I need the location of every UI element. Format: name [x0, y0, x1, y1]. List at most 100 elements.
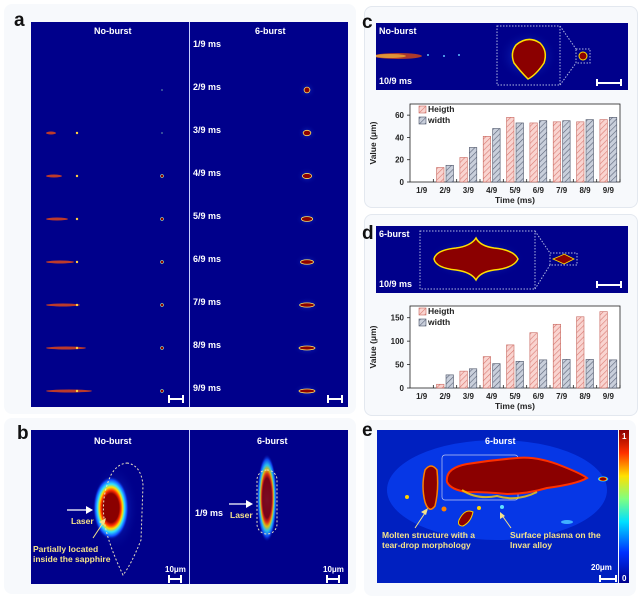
colorbar	[619, 430, 629, 583]
d-scale-bar	[596, 284, 622, 286]
no-burst-plume	[159, 173, 165, 179]
panel-a-divider	[189, 22, 190, 407]
c-zoom-plume	[511, 38, 547, 80]
6-burst-outline	[256, 469, 278, 535]
y-tick-label: 50	[395, 361, 404, 370]
bar-width-6-9	[539, 120, 548, 183]
x-tick-label: 8/9	[579, 186, 591, 195]
y-tick-label: 150	[391, 314, 405, 323]
x-tick-label: 8/9	[579, 392, 591, 401]
y-tick-label: 40	[395, 133, 404, 142]
panel-a-scale-bar-left	[168, 395, 184, 403]
d-zoom-plume	[433, 236, 519, 282]
6-burst-plume	[301, 173, 313, 179]
c-scale-bar	[596, 82, 622, 84]
y-axis-label: Value (μm)	[368, 121, 378, 164]
panel-b-scale-bar-left	[168, 575, 182, 583]
panel-b-scale-label-right: 10μm	[323, 565, 344, 574]
laser-label-left: Laser	[71, 516, 94, 526]
laser-arrow-right-head	[246, 500, 253, 508]
bar-width-9-9	[609, 117, 618, 183]
x-tick-label: 6/9	[533, 392, 545, 401]
bar-heigth-5-9	[506, 344, 515, 389]
x-tick-label: 3/9	[463, 186, 475, 195]
time-label: 8/9 ms	[193, 340, 222, 350]
bar-heigth-3-9	[459, 157, 468, 183]
no-burst-ejecta	[46, 217, 68, 221]
colorbar-min-label: 0	[622, 574, 627, 583]
y-tick-label: 20	[395, 156, 404, 165]
panel-b-divider	[189, 430, 190, 584]
bar-heigth-7-9	[552, 121, 561, 183]
laser-label-right: Laser	[230, 510, 253, 520]
panel-d-time: 10/9 ms	[379, 279, 413, 289]
bar-heigth-6-9	[529, 122, 538, 183]
bar-heigth-4-9	[482, 356, 491, 389]
bar-heigth-5-9	[506, 117, 515, 183]
panel-b-image: No-burst 6-burst Laser Laser 1/9 ms Part…	[31, 430, 348, 584]
colorbar-max-label: 1	[622, 432, 627, 441]
panel-b-left-title: No-burst	[94, 436, 132, 446]
e-droplet	[458, 510, 474, 527]
panel-b-scale-bar-right	[326, 575, 340, 583]
bar-width-9-9	[609, 359, 618, 389]
bar-heigth-9-9	[599, 119, 608, 183]
panel-c-title: No-burst	[379, 26, 417, 36]
time-label: 4/9 ms	[193, 168, 222, 178]
time-label: 6/9 ms	[193, 254, 222, 264]
no-burst-ejecta	[46, 131, 56, 135]
panel-b-right-title: 6-burst	[257, 436, 288, 446]
bar-width-7-9	[562, 359, 571, 389]
panel-d-title: 6-burst	[379, 229, 410, 239]
bar-width-5-9	[515, 122, 524, 183]
panel-a-image: No-burst 6-burst 1/9 ms 2/9 ms 3/9 ms 4/9 m…	[31, 22, 348, 407]
bar-heigth-8-9	[576, 121, 585, 183]
time-label: 5/9 ms	[193, 211, 222, 221]
bar-width-4-9	[492, 128, 501, 183]
x-tick-label: 1/9	[416, 186, 428, 195]
panel-c-plume	[376, 25, 622, 86]
panel-b-plasma	[67, 454, 281, 576]
panel-label-e: e	[362, 420, 373, 441]
sapphire-annotation-line2: inside the sapphire	[33, 554, 111, 564]
panel-d-image: 6-burst 10/9 ms	[376, 226, 628, 293]
d-source-plume	[551, 253, 575, 265]
bar-width-2-9	[445, 164, 454, 183]
bar-heigth-7-9	[552, 323, 561, 389]
e-annotation-right-line2: Invar alloy	[510, 540, 553, 550]
y-axis-label: Value (μm)	[368, 325, 378, 368]
bar-width-7-9	[562, 120, 571, 183]
x-tick-label: 1/9	[416, 392, 428, 401]
x-tick-label: 4/9	[486, 186, 498, 195]
6-burst-plume	[299, 302, 315, 308]
chart-d: 0 50 100 150 1/9 2/9 3/9 4/9 5/9 6/9 7/9 8/9 9/9 Time…	[368, 305, 621, 411]
x-axis-label: Time (ms)	[495, 401, 535, 411]
no-burst-plume	[159, 345, 165, 351]
6-burst-plume	[303, 86, 311, 94]
x-tick-label: 5/9	[509, 392, 521, 401]
panel-b-scale-label-left: 10μm	[165, 565, 186, 574]
bar-heigth-9-9	[599, 311, 608, 389]
no-burst-ejecta	[46, 260, 74, 264]
6-burst-plume	[300, 216, 313, 222]
legend-label: width	[427, 115, 450, 125]
time-label: 7/9 ms	[193, 297, 222, 307]
bar-width-5-9	[515, 360, 524, 389]
panel-label-c: c	[362, 12, 373, 33]
panel-a-right-title: 6-burst	[255, 26, 286, 36]
plot-area	[409, 103, 621, 183]
x-tick-label: 2/9	[439, 186, 451, 195]
y-tick-label: 0	[400, 178, 405, 187]
legend-label: Heigth	[428, 104, 454, 114]
time-label: 2/9 ms	[193, 82, 222, 92]
bar-width-8-9	[585, 359, 594, 389]
legend-label: Heigth	[428, 306, 454, 316]
panel-label-a: a	[14, 10, 25, 31]
y-tick-label: 60	[395, 111, 404, 120]
no-burst-ejecta	[46, 303, 80, 307]
chart-c: 0 20 40 60 1/9 2/9 3/9 4/9 5/9 6/9 7/9 8/9 9/9 Time (…	[368, 103, 621, 205]
e-scale-bar	[599, 578, 617, 580]
time-label: 3/9 ms	[193, 125, 222, 135]
legend-label: width	[427, 317, 450, 327]
sapphire-annotation-line1: Partially located	[33, 544, 99, 554]
